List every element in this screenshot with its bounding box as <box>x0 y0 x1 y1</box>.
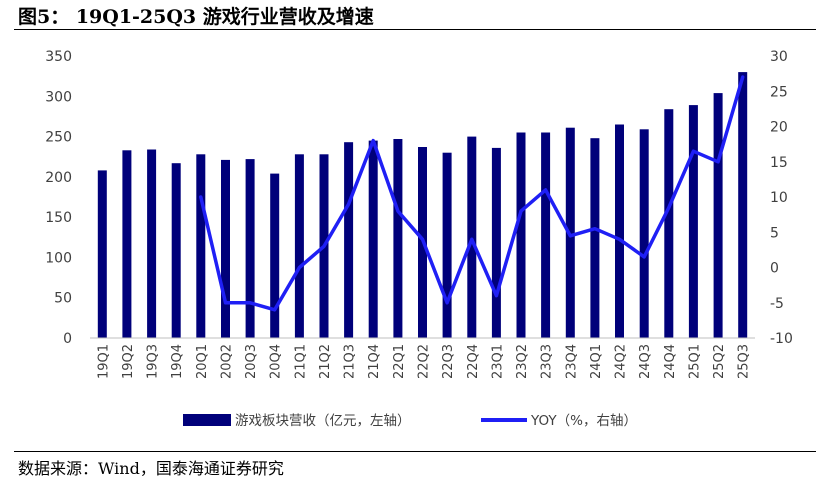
x-tick-label: 21Q2 <box>318 344 333 379</box>
right-tick-label: 0 <box>770 261 779 277</box>
bar-23Q1 <box>491 147 501 338</box>
left-axis-ticks: 0 50 100 150 200 250 300 350 <box>45 49 72 347</box>
x-tick-label: 24Q1 <box>589 344 604 379</box>
bar-20Q1 <box>196 154 206 338</box>
line-series-yoy <box>199 75 745 312</box>
x-tick-label: 25Q2 <box>712 344 727 379</box>
bar-24Q4 <box>664 109 674 338</box>
bar-23Q3 <box>541 132 551 338</box>
left-tick-label: 350 <box>45 49 72 65</box>
yoy-line <box>199 75 745 312</box>
bar-20Q3 <box>245 159 255 338</box>
x-tick-label: 20Q2 <box>220 344 235 379</box>
source-note: 数据来源：Wind，国泰海通证券研究 <box>18 459 284 478</box>
x-tick-label: 23Q3 <box>540 344 555 379</box>
left-tick-label: 100 <box>45 250 72 266</box>
bar-22Q1 <box>393 139 403 338</box>
x-tick-label: 19Q1 <box>96 344 111 379</box>
legend-label-revenue: 游戏板块营收（亿元，左轴） <box>235 413 411 429</box>
left-tick-label: 0 <box>63 331 72 347</box>
bar-19Q4 <box>171 163 181 338</box>
bar-22Q3 <box>442 152 452 338</box>
x-tick-label: 22Q3 <box>441 344 456 379</box>
right-tick-label: 10 <box>770 190 788 206</box>
right-axis-ticks: -10 -5 0 5 10 15 20 25 30 <box>770 49 793 347</box>
bar-19Q1 <box>97 170 107 338</box>
x-tick-label: 23Q1 <box>490 344 505 379</box>
bar-20Q2 <box>221 159 230 338</box>
x-tick-label: 23Q2 <box>515 344 530 379</box>
title-divider <box>14 29 816 30</box>
left-tick-label: 150 <box>45 210 72 226</box>
legend-swatch-revenue <box>183 414 231 426</box>
bar-20Q4 <box>270 173 280 338</box>
x-tick-label: 20Q4 <box>269 344 284 379</box>
left-tick-label: 250 <box>45 130 72 146</box>
bar-24Q1 <box>590 138 600 338</box>
bar-19Q3 <box>147 149 157 338</box>
x-tick-label: 22Q4 <box>466 344 481 379</box>
right-tick-label: 15 <box>770 155 788 171</box>
x-tick-label: 23Q4 <box>564 344 579 379</box>
bar-25Q2 <box>713 93 723 338</box>
x-tick-label: 21Q3 <box>343 344 358 379</box>
right-tick-label: -5 <box>770 296 784 312</box>
x-tick-label: 24Q2 <box>614 344 629 379</box>
right-tick-label: 25 <box>770 84 788 100</box>
bar-19Q2 <box>122 150 132 338</box>
bar-25Q1 <box>688 105 698 338</box>
x-tick-label: 24Q4 <box>663 344 678 379</box>
bar-25Q3 <box>738 72 748 338</box>
bar-series-revenue <box>97 72 748 338</box>
bar-21Q1 <box>294 154 304 338</box>
bar-24Q3 <box>639 129 649 338</box>
bar-22Q4 <box>467 136 477 338</box>
x-tick-label: 25Q3 <box>737 344 752 379</box>
x-tick-label: 22Q1 <box>392 344 407 379</box>
x-tick-label: 20Q3 <box>244 344 259 379</box>
bar-24Q2 <box>615 124 624 338</box>
bar-21Q3 <box>344 142 354 338</box>
left-tick-label: 50 <box>54 291 72 307</box>
left-tick-label: 200 <box>45 170 72 186</box>
x-tick-label: 24Q3 <box>638 344 653 379</box>
x-tick-label: 21Q4 <box>367 344 382 379</box>
right-tick-label: 30 <box>770 49 788 65</box>
right-tick-label: 20 <box>770 120 788 136</box>
x-tick-label: 25Q1 <box>687 344 702 379</box>
page-title: 图5： 19Q1-25Q3 游戏行业营收及增速 <box>18 6 374 28</box>
right-tick-label: 5 <box>770 225 779 241</box>
x-tick-label: 19Q3 <box>146 344 161 379</box>
chart-legend: 游戏板块营收（亿元，左轴） YOY（%，右轴） <box>183 413 637 429</box>
right-tick-label: -10 <box>770 331 793 347</box>
x-tick-label: 20Q1 <box>195 344 210 379</box>
x-axis-ticks: 19Q1 19Q2 19Q3 19Q4 20Q1 20Q2 20Q3 20Q4 21Q1 21Q2… <box>96 344 751 379</box>
bar-23Q2 <box>516 132 526 338</box>
x-tick-label: 22Q2 <box>417 344 432 379</box>
bar-21Q4 <box>368 140 378 338</box>
left-tick-label: 300 <box>45 89 72 105</box>
x-tick-label: 19Q2 <box>121 344 136 379</box>
legend-label-yoy: YOY（%，右轴） <box>530 413 637 429</box>
x-tick-label: 21Q1 <box>293 344 308 379</box>
footer-divider <box>14 451 816 452</box>
x-tick-label: 19Q4 <box>170 344 185 379</box>
